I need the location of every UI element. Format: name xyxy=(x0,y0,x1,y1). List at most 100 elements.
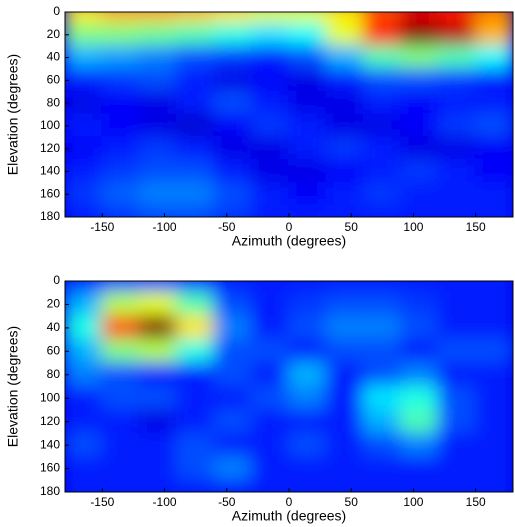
heatmap-cell xyxy=(101,113,141,139)
heatmap-cell xyxy=(65,181,104,207)
heatmap-cell xyxy=(362,455,402,482)
heatmap-cell xyxy=(250,22,290,48)
heatmap-cell xyxy=(288,12,328,25)
heatmap-cell xyxy=(101,291,141,318)
heatmap-cell xyxy=(437,338,477,365)
heatmap-cell xyxy=(437,362,477,388)
heatmap-cell xyxy=(400,408,440,435)
heatmap-cell xyxy=(400,338,440,365)
heatmap-cell xyxy=(288,159,328,184)
heatmap-cell xyxy=(101,90,141,116)
heatmap-cell xyxy=(362,362,402,388)
heatmap-cell xyxy=(400,22,440,48)
heatmap-cell xyxy=(250,338,290,365)
heatmap-cell xyxy=(250,479,290,492)
heatmap-cell xyxy=(250,181,290,207)
heatmap-cell xyxy=(437,291,477,318)
heatmap-cell xyxy=(474,432,513,458)
heatmap-cell xyxy=(250,204,290,217)
heatmap-cell xyxy=(138,159,178,184)
heatmap-cell xyxy=(176,408,216,435)
x-tick-label: 100 xyxy=(403,495,423,509)
heatmap-cell xyxy=(213,338,253,365)
heatmap-cell xyxy=(288,479,328,492)
heatmap-cell xyxy=(65,315,104,341)
heatmap-cell xyxy=(474,281,513,294)
heatmap-cell xyxy=(400,432,440,458)
heatmap-cell xyxy=(250,45,290,70)
heatmap-cell xyxy=(400,479,440,492)
heatmap-cell xyxy=(138,113,178,139)
heatmap-cell xyxy=(101,455,141,482)
y-tick-label: 20 xyxy=(47,297,61,311)
heatmap-cell xyxy=(474,159,513,184)
heatmap-cell xyxy=(65,338,104,365)
heatmap-cell xyxy=(101,385,141,411)
x-tick-label: -100 xyxy=(153,495,177,509)
heatmap-cell xyxy=(400,181,440,207)
heatmap-cell xyxy=(138,291,178,318)
heatmap-cell xyxy=(474,45,513,70)
heatmap-cell xyxy=(400,45,440,70)
heatmap-cells xyxy=(65,281,513,492)
x-tick-label: 150 xyxy=(466,495,486,509)
heatmap-cell xyxy=(362,181,402,207)
y-tick-label: 100 xyxy=(40,118,60,132)
heatmap-cell xyxy=(437,204,477,217)
y-tick-label: 100 xyxy=(40,390,60,404)
heatmap-cell xyxy=(474,90,513,116)
heatmap-cell xyxy=(213,408,253,435)
heatmap-cell xyxy=(138,362,178,388)
heatmap-cell xyxy=(250,291,290,318)
heatmap-cell xyxy=(250,385,290,411)
heatmap-cell xyxy=(400,385,440,411)
y-tick-label: 140 xyxy=(40,164,60,178)
heatmap-cell xyxy=(250,432,290,458)
y-tick-label: 180 xyxy=(40,209,60,223)
heatmap-cell xyxy=(400,67,440,93)
heatmap-cell xyxy=(325,432,365,458)
heatmap-cell xyxy=(362,281,402,294)
heatmap-cell xyxy=(250,408,290,435)
heatmap-cell xyxy=(325,408,365,435)
heatmap-cell xyxy=(138,67,178,93)
heatmap-cell xyxy=(288,315,328,341)
heatmap-cell xyxy=(362,67,402,93)
heatmap-cell xyxy=(474,291,513,318)
heatmap-cells xyxy=(65,12,513,217)
heatmap-cell xyxy=(101,479,141,492)
heatmap-cell xyxy=(213,315,253,341)
y-tick-label: 160 xyxy=(40,186,60,200)
heatmap-cell xyxy=(176,90,216,116)
heatmap-cell xyxy=(65,204,104,217)
y-tick-label: 20 xyxy=(47,27,61,41)
heatmap-cell xyxy=(288,432,328,458)
heatmap-cell xyxy=(400,455,440,482)
heatmap-cell xyxy=(213,455,253,482)
heatmap-cell xyxy=(65,432,104,458)
heatmap-cell xyxy=(101,281,141,294)
heatmap-cell xyxy=(288,90,328,116)
heatmap-cell xyxy=(176,67,216,93)
heatmap-cell xyxy=(250,90,290,116)
heatmap-cell xyxy=(474,479,513,492)
heatmap-cell xyxy=(325,45,365,70)
heatmap-cell xyxy=(437,408,477,435)
heatmap-cell xyxy=(325,90,365,116)
heatmap-cell xyxy=(138,281,178,294)
heatmap-cell xyxy=(400,136,440,162)
heatmap-cell xyxy=(65,90,104,116)
heatmap-cell xyxy=(176,204,216,217)
heatmap-cell xyxy=(101,338,141,365)
x-tick-label: 0 xyxy=(286,495,293,509)
heatmap-cell xyxy=(138,136,178,162)
heatmap-cell xyxy=(176,281,216,294)
heatmap-cell xyxy=(362,136,402,162)
heatmap-cell xyxy=(213,12,253,25)
y-tick-label: 40 xyxy=(47,320,61,334)
heatmap-cell xyxy=(250,136,290,162)
heatmap-cell xyxy=(437,90,477,116)
heatmap-cell xyxy=(288,113,328,139)
heatmap-cell xyxy=(362,479,402,492)
heatmap-cell xyxy=(400,12,440,25)
